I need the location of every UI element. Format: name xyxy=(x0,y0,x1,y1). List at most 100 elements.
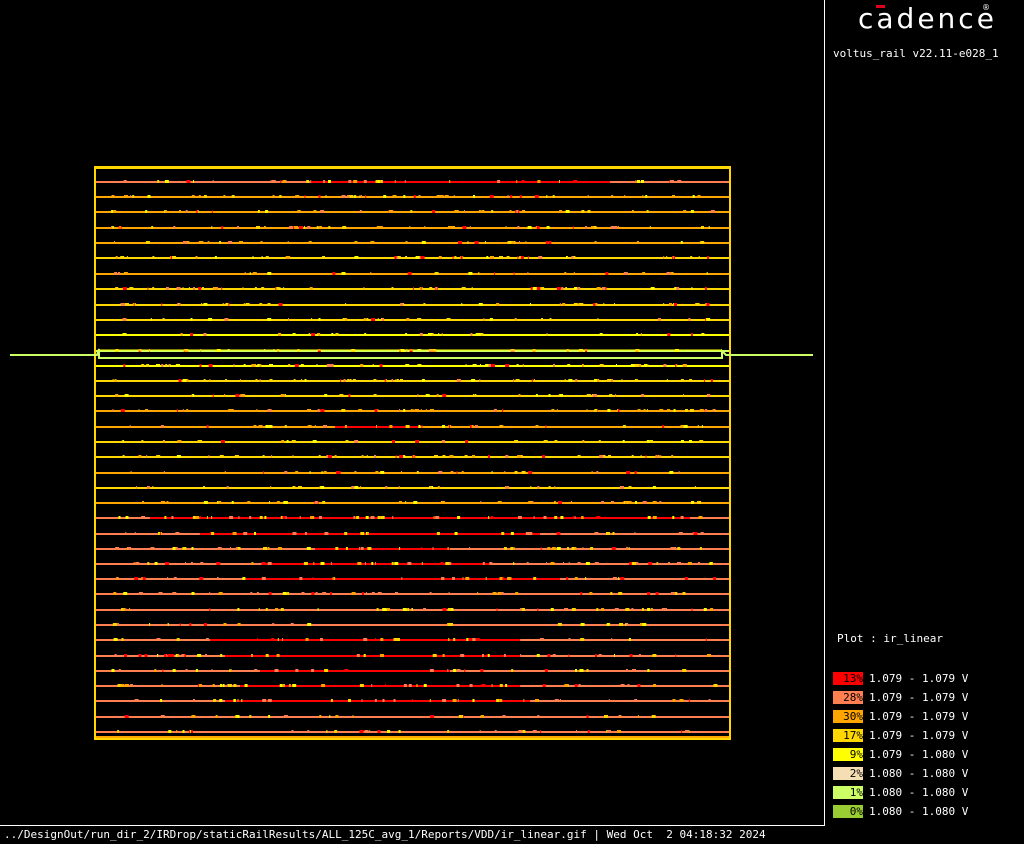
via-marker xyxy=(454,532,458,535)
via-marker xyxy=(478,303,483,306)
via-marker xyxy=(175,364,180,367)
via-marker xyxy=(138,592,143,595)
via-marker xyxy=(192,394,195,397)
via-marker xyxy=(642,623,647,626)
via-marker xyxy=(371,592,375,595)
via-marker xyxy=(442,425,445,428)
via-marker xyxy=(394,562,399,565)
via-marker xyxy=(552,195,555,198)
via-marker xyxy=(707,654,711,657)
legend-swatch: 2% xyxy=(833,766,863,780)
via-marker xyxy=(280,394,285,397)
via-marker xyxy=(387,608,390,611)
via-marker xyxy=(646,210,649,213)
via-marker xyxy=(431,715,435,718)
via-marker xyxy=(146,364,150,367)
via-marker xyxy=(640,333,642,336)
via-marker xyxy=(292,333,296,336)
via-marker xyxy=(436,532,440,535)
via-marker xyxy=(329,715,331,718)
via-marker xyxy=(610,592,613,595)
via-marker xyxy=(677,562,681,565)
via-marker xyxy=(713,577,717,580)
via-marker xyxy=(212,287,217,290)
via-marker xyxy=(261,287,265,290)
via-marker xyxy=(634,379,638,382)
via-marker xyxy=(489,195,494,198)
via-marker xyxy=(312,577,314,580)
via-marker xyxy=(637,409,641,412)
via-marker xyxy=(114,272,118,275)
via-marker xyxy=(362,592,364,595)
via-marker xyxy=(318,333,321,336)
via-marker xyxy=(321,684,326,687)
via-marker xyxy=(380,516,385,519)
via-marker xyxy=(325,195,327,198)
via-marker xyxy=(203,303,208,306)
via-marker xyxy=(475,638,480,641)
via-marker xyxy=(256,592,259,595)
via-marker xyxy=(152,486,154,489)
via-marker xyxy=(122,333,127,336)
via-marker xyxy=(615,394,617,397)
via-marker xyxy=(590,547,594,550)
via-marker xyxy=(477,333,481,336)
via-marker xyxy=(409,226,411,229)
via-marker xyxy=(419,287,421,290)
via-marker xyxy=(380,226,383,229)
via-marker xyxy=(682,592,686,595)
via-marker xyxy=(507,195,509,198)
via-marker xyxy=(681,730,683,733)
via-marker xyxy=(521,471,526,474)
via-marker xyxy=(262,455,265,458)
via-marker xyxy=(559,180,560,183)
via-marker xyxy=(317,608,319,611)
via-marker xyxy=(324,394,328,397)
via-marker xyxy=(623,501,627,504)
via-marker xyxy=(318,195,321,198)
via-marker xyxy=(178,379,182,382)
via-marker xyxy=(287,592,290,595)
via-marker xyxy=(547,547,551,550)
via-marker xyxy=(530,303,531,306)
via-marker xyxy=(167,577,169,580)
via-marker xyxy=(268,592,272,595)
via-marker xyxy=(189,730,193,733)
via-marker xyxy=(614,303,615,306)
via-marker xyxy=(410,210,413,213)
via-marker xyxy=(330,364,334,367)
ir-drop-plot[interactable] xyxy=(0,0,824,826)
via-marker xyxy=(326,364,331,367)
via-marker xyxy=(123,272,128,275)
via-marker xyxy=(300,364,304,367)
via-marker xyxy=(430,486,432,489)
via-marker xyxy=(488,516,490,519)
via-marker xyxy=(242,287,244,290)
via-marker xyxy=(226,684,228,687)
via-marker xyxy=(533,516,535,519)
via-marker xyxy=(141,577,144,580)
via-marker xyxy=(473,394,474,397)
via-marker xyxy=(432,210,436,213)
via-marker xyxy=(688,318,691,321)
via-marker xyxy=(316,226,319,229)
via-marker xyxy=(479,730,481,733)
via-marker xyxy=(345,303,347,306)
via-marker xyxy=(385,684,386,687)
via-marker xyxy=(371,684,373,687)
via-marker xyxy=(112,409,114,412)
via-marker xyxy=(190,318,193,321)
via-marker xyxy=(548,394,551,397)
via-marker xyxy=(414,409,419,412)
via-marker xyxy=(267,547,270,550)
via-marker xyxy=(684,577,688,580)
via-marker xyxy=(662,425,665,428)
via-marker xyxy=(421,425,423,428)
via-marker xyxy=(198,195,201,198)
via-marker xyxy=(354,486,359,489)
via-marker xyxy=(607,730,611,733)
via-marker xyxy=(311,516,315,519)
via-marker xyxy=(618,226,620,229)
via-marker xyxy=(611,547,616,550)
via-marker xyxy=(629,562,632,565)
